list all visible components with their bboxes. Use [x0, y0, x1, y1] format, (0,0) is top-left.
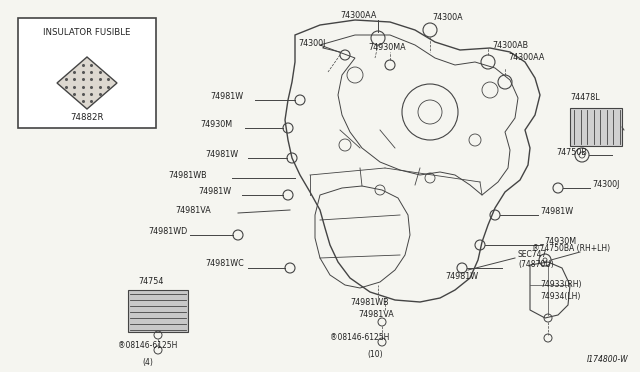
Text: 74930M: 74930M — [200, 119, 232, 128]
Bar — [128, 290, 188, 332]
Text: 74981W: 74981W — [445, 272, 479, 281]
Text: 74981WD: 74981WD — [148, 227, 188, 235]
Text: 74981W: 74981W — [210, 92, 243, 100]
Text: 74882R: 74882R — [70, 113, 104, 122]
Text: 74300AA: 74300AA — [508, 53, 545, 62]
Text: 74754: 74754 — [138, 277, 163, 286]
Text: 74981VA: 74981VA — [175, 205, 211, 215]
Text: ®08146-6125H: ®08146-6125H — [118, 340, 177, 350]
Text: ®74750BA (RH+LH): ®74750BA (RH+LH) — [532, 244, 610, 253]
Text: 74478L: 74478L — [570, 93, 600, 102]
Text: (4): (4) — [143, 358, 154, 367]
Text: 74300AA: 74300AA — [340, 11, 376, 20]
Text: 74933(RH): 74933(RH) — [540, 280, 582, 289]
Text: 74981W: 74981W — [540, 206, 573, 215]
Text: I174800-W: I174800-W — [586, 355, 628, 364]
Polygon shape — [57, 57, 117, 109]
Text: (74870U): (74870U) — [518, 260, 554, 269]
Bar — [18, 18, 156, 128]
Text: 74981WB: 74981WB — [168, 170, 207, 180]
Text: 74300J: 74300J — [298, 39, 325, 48]
Text: SEC747: SEC747 — [518, 250, 547, 259]
Text: 74300A: 74300A — [432, 13, 463, 22]
Text: 74981VA: 74981VA — [358, 310, 394, 319]
Text: 74981W: 74981W — [205, 150, 238, 158]
Text: 74300AB: 74300AB — [492, 41, 528, 50]
Text: (10): (10) — [367, 350, 383, 359]
Text: 74750B: 74750B — [556, 148, 587, 157]
Text: INSULATOR FUSIBLE: INSULATOR FUSIBLE — [44, 28, 131, 37]
Text: 74300J: 74300J — [592, 180, 620, 189]
Text: 74930M: 74930M — [544, 237, 576, 246]
Text: 74934(LH): 74934(LH) — [540, 292, 580, 301]
Text: 74930MA: 74930MA — [368, 43, 406, 52]
Text: 74981WB: 74981WB — [350, 298, 388, 307]
Text: 74981W: 74981W — [198, 186, 231, 196]
Text: 74981WC: 74981WC — [205, 260, 244, 269]
Text: ®08146-6125H: ®08146-6125H — [330, 334, 389, 343]
Bar — [570, 108, 622, 146]
